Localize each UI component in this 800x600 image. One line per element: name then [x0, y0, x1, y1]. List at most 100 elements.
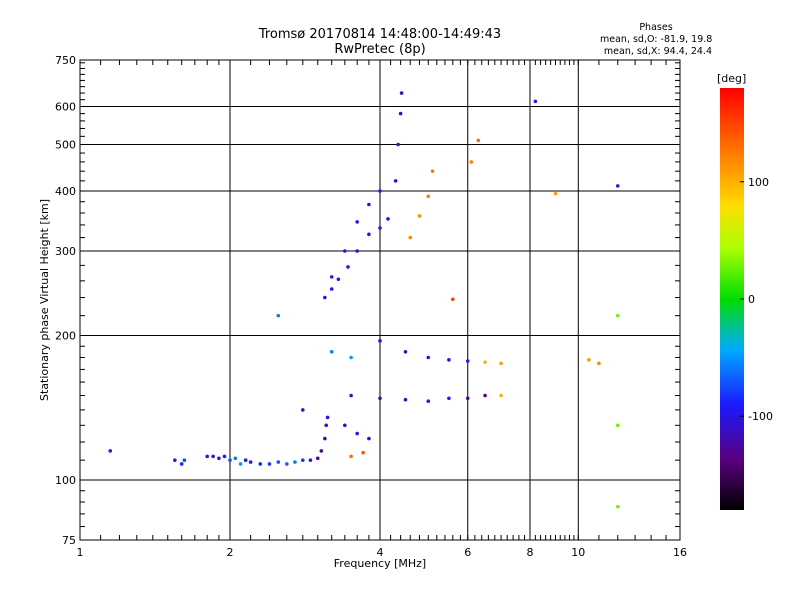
- data-point: [258, 462, 263, 466]
- x-tick-label: 10: [571, 546, 585, 559]
- x-tick-label: 6: [464, 546, 471, 559]
- grid: [80, 60, 680, 540]
- data-point: [284, 462, 289, 466]
- phases-x-row: mean, sd,X: 94.4, 24.4: [600, 46, 712, 58]
- data-point: [447, 396, 451, 401]
- data-point: [108, 449, 113, 453]
- data-point: [343, 423, 347, 428]
- data-point: [319, 449, 324, 453]
- data-point: [378, 396, 382, 401]
- data-point: [276, 460, 281, 464]
- y-tick-label: 300: [55, 245, 76, 258]
- y-tick-label: 75: [62, 534, 76, 547]
- data-point: [417, 214, 422, 218]
- data-point: [205, 454, 209, 459]
- data-point: [355, 431, 359, 436]
- x-tick-label: 4: [377, 546, 384, 559]
- phases-o-row: mean, sd,O: -81.9, 19.8: [600, 34, 712, 46]
- data-point: [355, 249, 359, 253]
- data-point: [323, 295, 327, 300]
- x-tick-label: 1: [77, 546, 84, 559]
- data-point: [386, 217, 390, 221]
- data-point: [308, 458, 313, 462]
- data-point: [426, 194, 431, 199]
- data-point: [343, 249, 347, 253]
- data-point: [615, 423, 620, 428]
- data-point: [349, 454, 353, 459]
- data-point: [179, 462, 184, 466]
- data-point: [403, 397, 408, 402]
- x-tick-label: 16: [673, 546, 687, 559]
- x-axis-label: Frequency [MHz]: [334, 557, 426, 570]
- y-tick-label: 400: [55, 185, 76, 198]
- data-point: [533, 99, 538, 104]
- data-point: [222, 454, 227, 459]
- data-point: [378, 189, 382, 193]
- y-tick-label: 500: [55, 139, 76, 152]
- data-point: [426, 399, 431, 403]
- y-axis-label: Stationary phase Virtual Height [km]: [38, 199, 51, 401]
- data-point: [301, 458, 305, 462]
- data-point: [396, 142, 400, 147]
- data-point: [173, 458, 177, 462]
- data-point: [329, 275, 334, 279]
- data-point: [349, 355, 353, 360]
- data-point: [182, 458, 187, 462]
- data-point: [499, 361, 503, 366]
- phases-x-label: mean, sd,X:: [603, 46, 661, 57]
- colorbar-tick-label: 100: [748, 176, 769, 189]
- data-point: [228, 458, 232, 462]
- data-point: [451, 297, 455, 302]
- data-point: [408, 235, 413, 240]
- data-point: [615, 184, 620, 188]
- y-tick-label: 200: [55, 330, 76, 343]
- data-point: [597, 361, 601, 366]
- data-point: [336, 277, 341, 282]
- data-point: [361, 450, 365, 455]
- data-point: [243, 458, 248, 462]
- chart-title: Tromsø 20170814 14:48:00-14:49:43: [258, 27, 502, 42]
- data-points: [108, 91, 620, 509]
- y-tick-label: 600: [55, 101, 76, 114]
- data-point: [248, 460, 253, 464]
- colorbar-tick-label: 0: [748, 293, 755, 306]
- data-point: [324, 423, 329, 428]
- data-point: [483, 360, 487, 364]
- data-point: [615, 504, 620, 509]
- data-point: [217, 456, 221, 461]
- data-point: [465, 359, 470, 363]
- colorbar-tick-label: -100: [748, 410, 773, 423]
- data-point: [469, 160, 474, 164]
- phases-o-values: -81.9, 19.8: [660, 34, 713, 45]
- chart-subtitle: RwPretec (8p): [334, 42, 426, 57]
- data-point: [329, 287, 334, 291]
- data-point: [325, 415, 330, 420]
- data-point: [476, 138, 481, 143]
- data-point: [276, 313, 281, 318]
- data-point: [367, 436, 371, 441]
- colorbar-unit: [deg]: [717, 72, 746, 85]
- data-point: [587, 358, 591, 362]
- data-point: [323, 436, 327, 441]
- data-point: [293, 460, 297, 464]
- data-point: [378, 339, 382, 343]
- data-point: [349, 393, 353, 398]
- data-point: [301, 408, 305, 412]
- data-point: [426, 355, 431, 360]
- y-tick-label: 750: [55, 54, 76, 67]
- data-point: [367, 232, 371, 237]
- data-point: [355, 220, 359, 224]
- x-axis: 1 2 4 6 8 10 16: [77, 60, 687, 559]
- x-tick-label: 8: [527, 546, 534, 559]
- data-point: [553, 191, 558, 196]
- data-point: [211, 454, 215, 459]
- data-point: [329, 349, 334, 354]
- y-axis: 75 100 200 300 400 500 600 750: [55, 54, 680, 547]
- data-point: [238, 462, 243, 466]
- x-tick-label: 2: [227, 546, 234, 559]
- phases-header: Phases: [639, 22, 673, 33]
- data-point: [398, 111, 403, 116]
- colorbar-ticks: 100 0 -100: [740, 176, 773, 423]
- data-point: [315, 456, 320, 461]
- phases-x-values: 94.4, 24.4: [663, 46, 712, 57]
